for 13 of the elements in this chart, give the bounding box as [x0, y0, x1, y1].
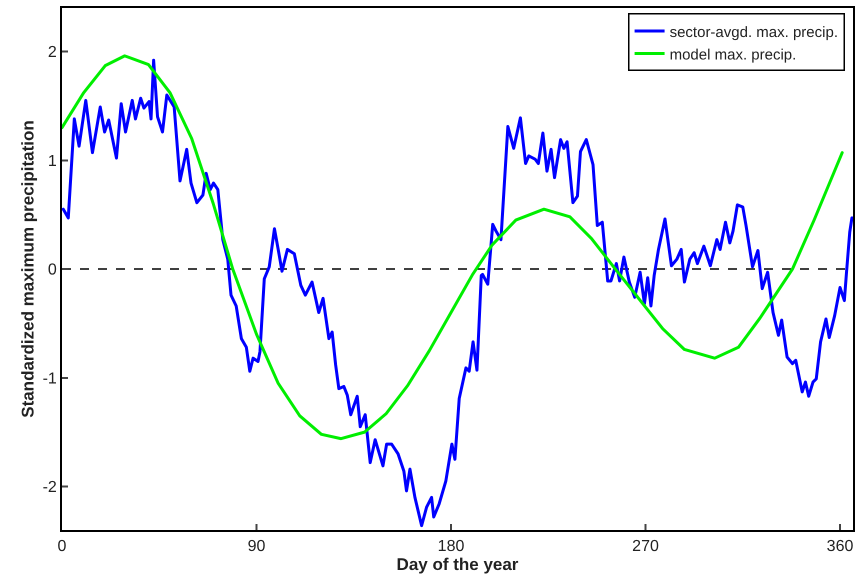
y-tick-label: 1 [48, 152, 57, 170]
y-axis-title: Standardized maximum precipitation [18, 120, 38, 418]
x-tick-label: 360 [826, 538, 854, 556]
y-tick-label: -1 [42, 370, 57, 388]
x-tick-label: 270 [632, 538, 659, 556]
legend-label: model max. precip. [670, 46, 796, 64]
y-tick-label: 0 [48, 262, 57, 279]
y-tick-label: 2 [48, 44, 57, 62]
y-tick-label: -2 [42, 479, 57, 496]
x-axis-title: Day of the year [396, 555, 519, 574]
x-tick-label: 90 [248, 538, 266, 556]
legend-label: sector-avgd. max. precip. [670, 24, 838, 41]
x-tick-label: 180 [438, 538, 464, 556]
